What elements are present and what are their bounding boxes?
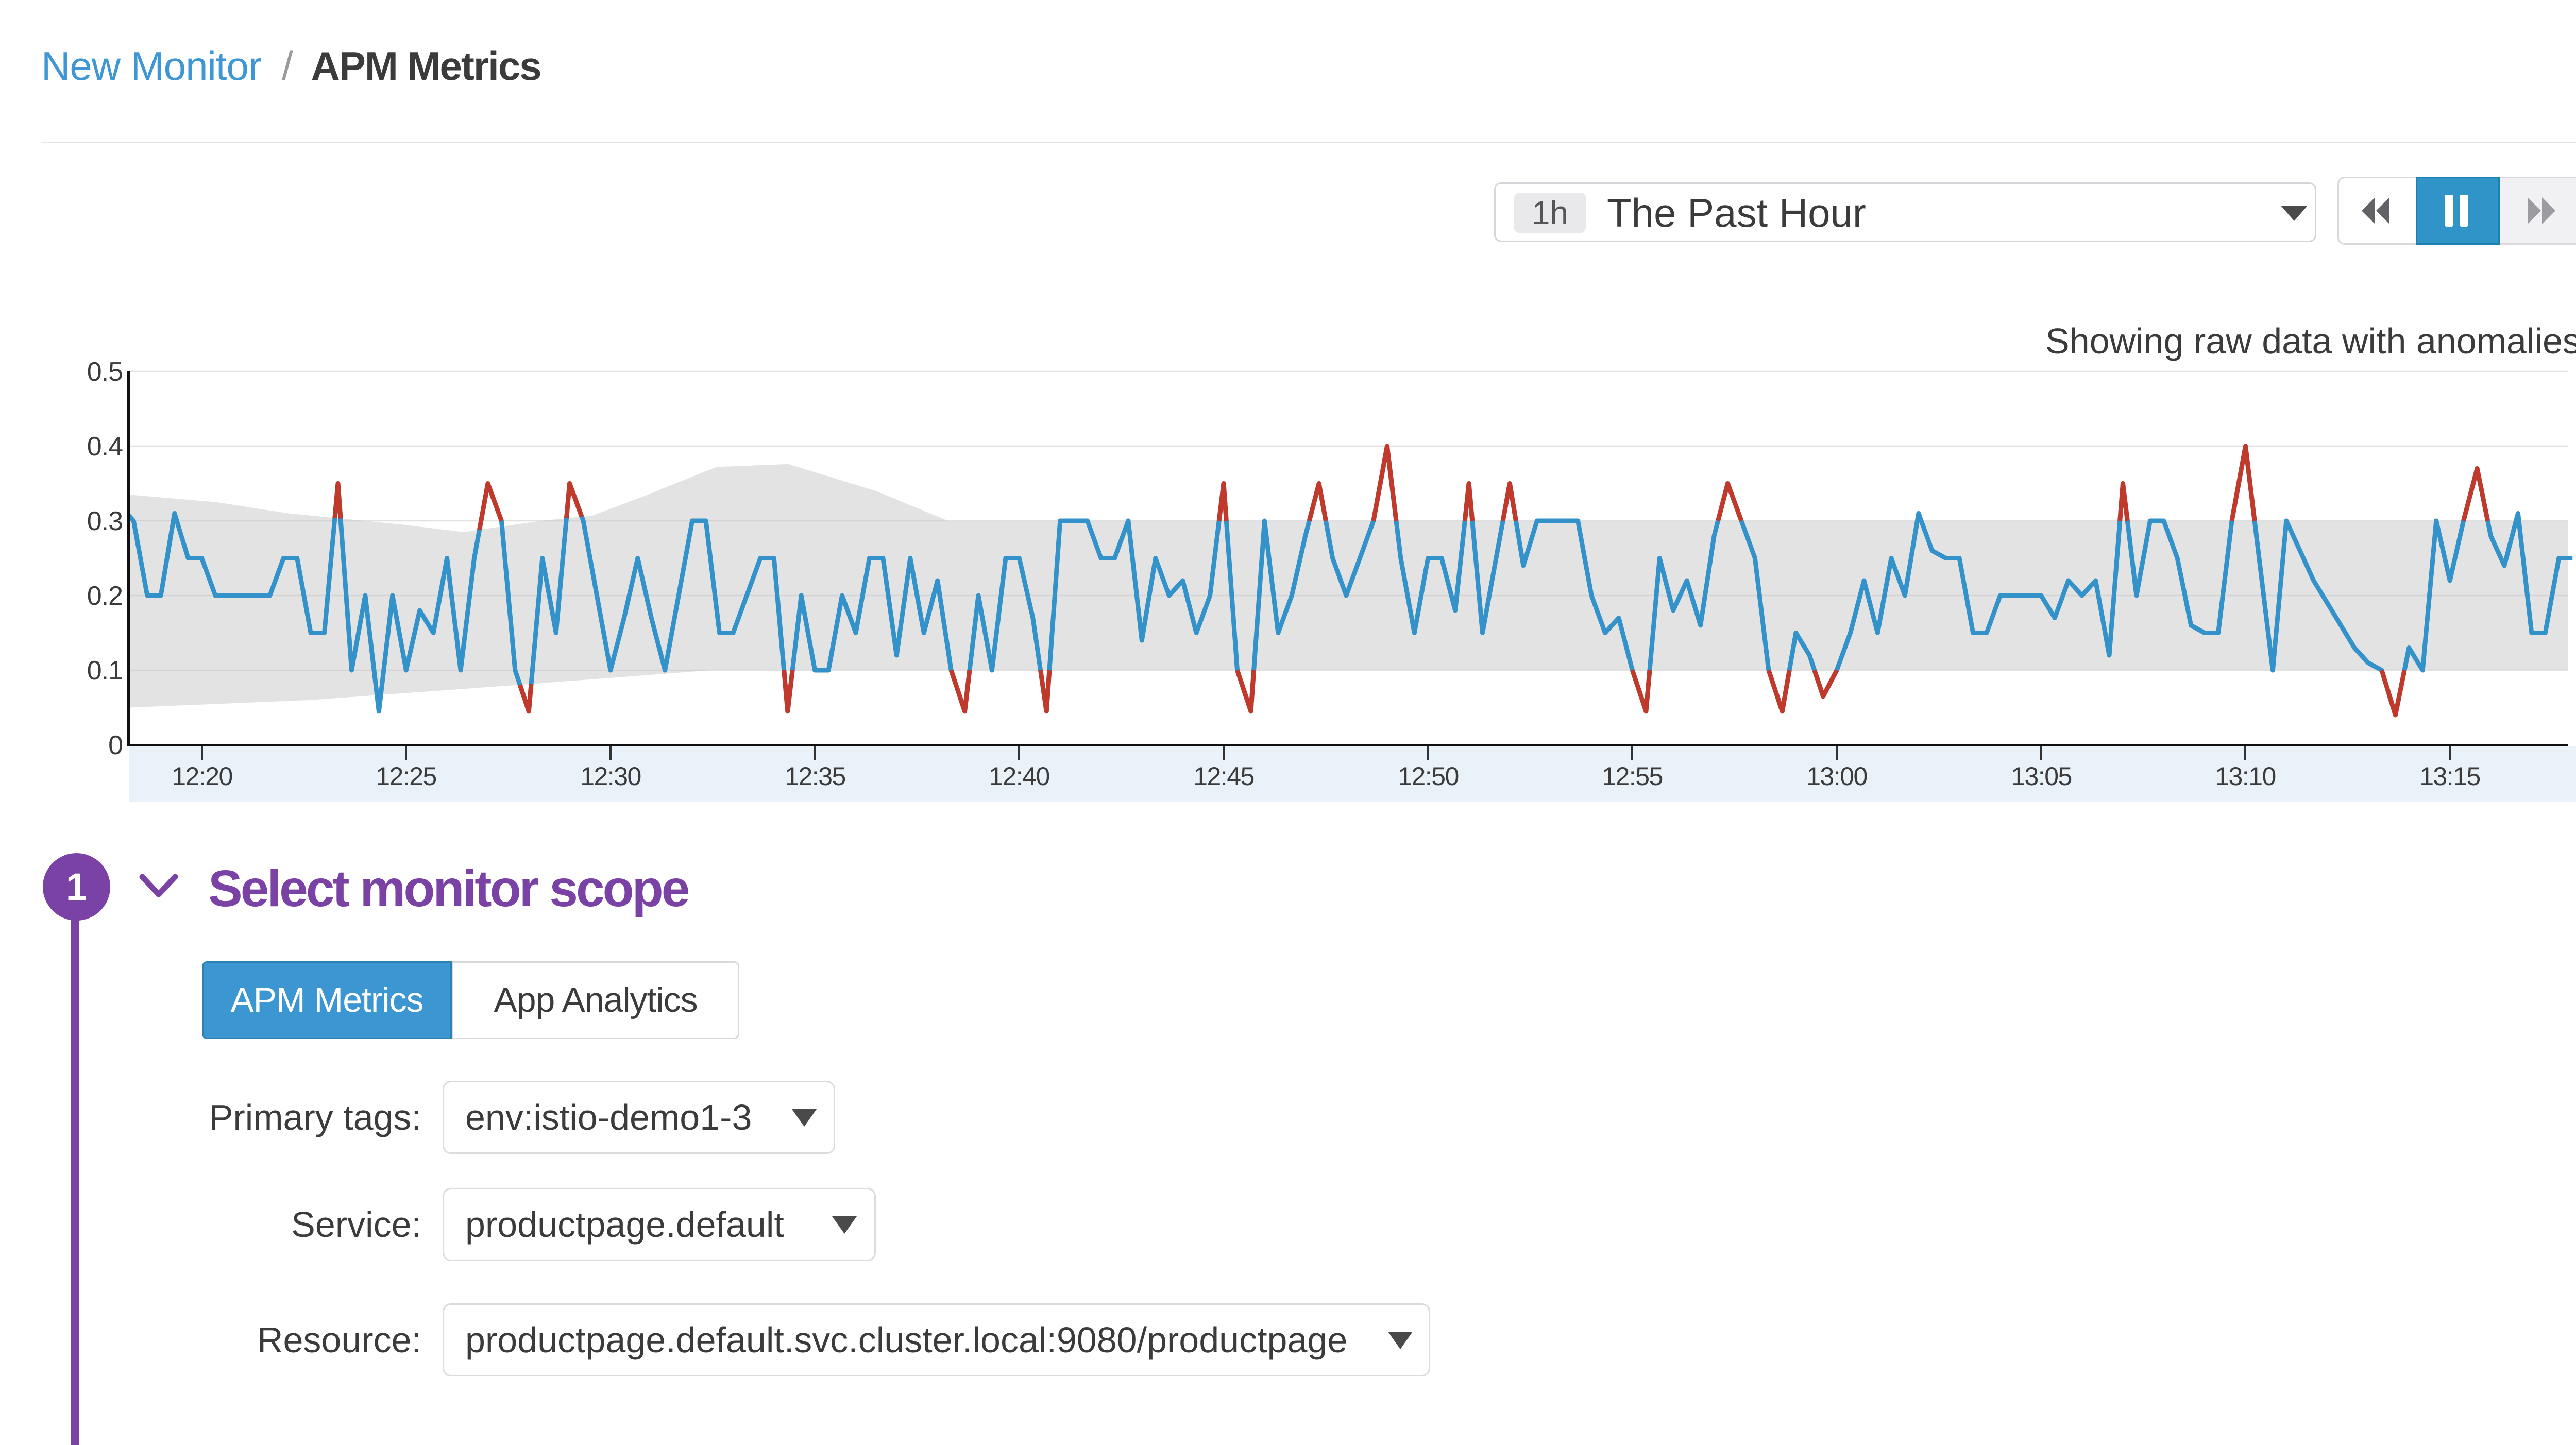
svg-text:13:15: 13:15 [2419,762,2480,791]
svg-text:12:20: 12:20 [172,762,232,791]
svg-text:12:55: 12:55 [1602,762,1663,791]
svg-text:13:05: 13:05 [2011,762,2072,791]
svg-text:12:30: 12:30 [580,762,641,791]
svg-text:12:45: 12:45 [1193,762,1254,791]
svg-text:12:35: 12:35 [785,762,845,791]
svg-text:12:40: 12:40 [989,762,1049,791]
svg-text:0.3: 0.3 [87,506,123,536]
svg-text:0.1: 0.1 [87,656,123,686]
svg-text:13:00: 13:00 [1806,762,1867,791]
svg-text:0.4: 0.4 [87,432,123,462]
svg-text:0.5: 0.5 [87,357,123,387]
svg-text:0: 0 [108,730,123,760]
svg-text:13:10: 13:10 [2215,762,2276,791]
svg-text:0.2: 0.2 [87,581,123,611]
svg-text:12:50: 12:50 [1398,762,1459,791]
svg-text:12:25: 12:25 [376,762,436,791]
